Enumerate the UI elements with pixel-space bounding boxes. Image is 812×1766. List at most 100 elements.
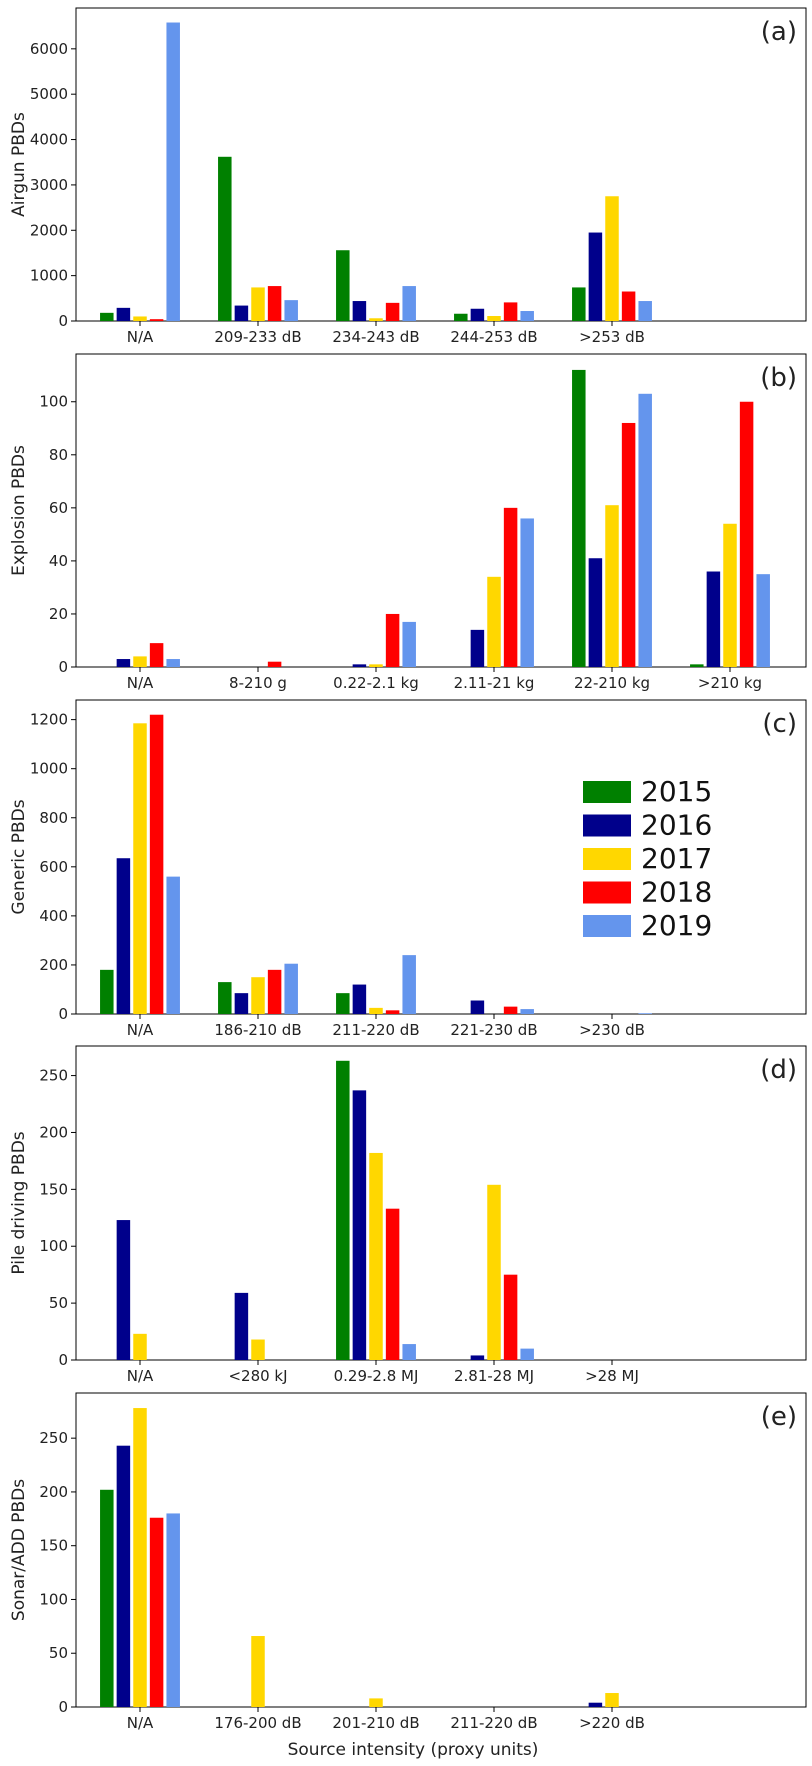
legend-swatch-2016 (583, 814, 631, 837)
legend-label-2016: 2016 (641, 809, 712, 842)
x-tick-label: 211-220 dB (450, 1714, 537, 1732)
x-tick-label: 201-210 dB (332, 1714, 419, 1732)
bar-2018-2 (385, 1010, 400, 1014)
x-tick-label: 244-253 dB (450, 328, 537, 346)
bar-2016-0 (116, 1220, 131, 1360)
bar-2019-4 (638, 301, 652, 321)
y-tick-label: 1000 (30, 267, 68, 285)
bar-2018-0 (149, 319, 164, 321)
bar-2019-3 (520, 311, 534, 321)
legend-label-2015: 2015 (641, 775, 712, 808)
y-tick-label: 50 (49, 1294, 68, 1312)
bar-2019-2 (402, 621, 416, 667)
y-tick-label: 150 (39, 1537, 68, 1555)
x-tick-label: >220 dB (579, 1714, 645, 1732)
bar-2017-3 (487, 316, 501, 321)
bar-2017-1 (251, 1636, 265, 1707)
y-axis-label: Generic PBDs (9, 799, 29, 914)
y-axis-label: Sonar/ADD PBDs (9, 1479, 29, 1621)
bar-2016-2 (352, 984, 367, 1014)
x-tick-label: >210 kg (698, 674, 762, 692)
bar-2018-4 (621, 422, 636, 667)
y-tick-label: 4000 (30, 131, 68, 149)
x-tick-label: N/A (127, 674, 154, 692)
panel-b: 0 20 40 60 80 100 Explosion PBDs (b) N/A 8-210 g 0… (9, 353, 807, 692)
y-tick-label: 400 (39, 907, 68, 925)
panel-tag: (b) (760, 363, 797, 393)
bar-2015-5 (690, 664, 704, 667)
x-tick-label: 211-220 dB (332, 1021, 419, 1039)
bar-2019-2 (402, 286, 416, 321)
x-tick-label: >253 dB (579, 328, 645, 346)
y-tick-label: 80 (49, 446, 68, 464)
bar-2016-5 (706, 571, 721, 667)
bar-2015-4 (572, 287, 586, 321)
bar-2018-4 (621, 291, 636, 321)
legend-swatch-2018 (583, 881, 631, 904)
bar-2016-1 (234, 305, 249, 321)
bar-2017-0 (133, 723, 147, 1014)
legend-label-2019: 2019 (641, 909, 712, 942)
x-axis-label: Source intensity (proxy units) (288, 1740, 539, 1760)
bar-2015-1 (218, 156, 232, 321)
bar-2017-0 (133, 1333, 147, 1360)
y-tick-label: 50 (49, 1644, 68, 1662)
bar-2017-5 (723, 523, 737, 667)
bar-2015-0 (100, 312, 114, 321)
x-tick-label: 221-230 dB (450, 1021, 537, 1039)
y-tick-label: 0 (58, 1005, 68, 1023)
legend-swatch-2019 (583, 915, 631, 937)
bar-2017-2 (369, 1152, 383, 1360)
y-axis-label: Pile driving PBDs (9, 1131, 29, 1274)
y-tick-label: 5000 (30, 85, 68, 103)
bar-2018-5 (739, 401, 754, 667)
y-tick-label: 100 (39, 393, 68, 411)
y-tick-label: 0 (58, 1698, 68, 1716)
panel-tag: (d) (760, 1055, 797, 1085)
bar-2016-0 (116, 1445, 131, 1707)
y-tick-label: 1000 (30, 760, 68, 778)
x-tick-label: 2.11-21 kg (454, 674, 535, 692)
bar-2019-5 (756, 574, 770, 667)
plot-frame (75, 699, 807, 1015)
bar-2019-1 (284, 963, 298, 1014)
x-tick-label: N/A (127, 1714, 154, 1732)
bar-2016-1 (234, 1292, 249, 1360)
bar-2018-2 (385, 1208, 400, 1360)
y-tick-label: 60 (49, 499, 68, 517)
bar-2016-3 (470, 1355, 485, 1360)
y-tick-label: 100 (39, 1590, 68, 1608)
legend-swatch-2017 (583, 848, 631, 870)
y-tick-label: 150 (39, 1180, 68, 1198)
bar-2017-0 (133, 316, 147, 321)
bar-2017-1 (251, 977, 265, 1014)
bar-2016-0 (116, 659, 131, 667)
bar-2019-1 (284, 300, 298, 321)
bar-2018-3 (503, 1274, 518, 1360)
x-tick-label: 8-210 g (229, 674, 287, 692)
bar-2019-2 (402, 1344, 416, 1360)
y-tick-label: 0 (58, 312, 68, 330)
bar-2019-0 (166, 1513, 180, 1707)
bar-2019-3 (520, 518, 534, 667)
y-tick-label: 0 (58, 658, 68, 676)
y-tick-label: 100 (39, 1237, 68, 1255)
bar-2016-2 (352, 301, 367, 321)
y-tick-label: 1200 (30, 711, 68, 729)
y-tick-label: 3000 (30, 176, 68, 194)
y-tick-label: 600 (39, 858, 68, 876)
bar-2019-2 (402, 955, 416, 1014)
x-tick-label: 0.22-2.1 kg (333, 674, 419, 692)
x-tick-label: 2.81-28 MJ (454, 1367, 534, 1385)
x-tick-label: >230 dB (579, 1021, 645, 1039)
x-tick-label: 0.29-2.8 MJ (334, 1367, 419, 1385)
x-tick-label: N/A (127, 1367, 154, 1385)
bar-2018-3 (503, 507, 518, 667)
y-tick-label: 2000 (30, 221, 68, 239)
panel-e: 0 50 100 150 200 250 Sonar/ADD PBDs (e) N/A 176-2… (9, 1392, 807, 1732)
x-tick-label: N/A (127, 1021, 154, 1039)
bar-2017-1 (251, 287, 265, 321)
bar-2016-3 (470, 1000, 485, 1014)
